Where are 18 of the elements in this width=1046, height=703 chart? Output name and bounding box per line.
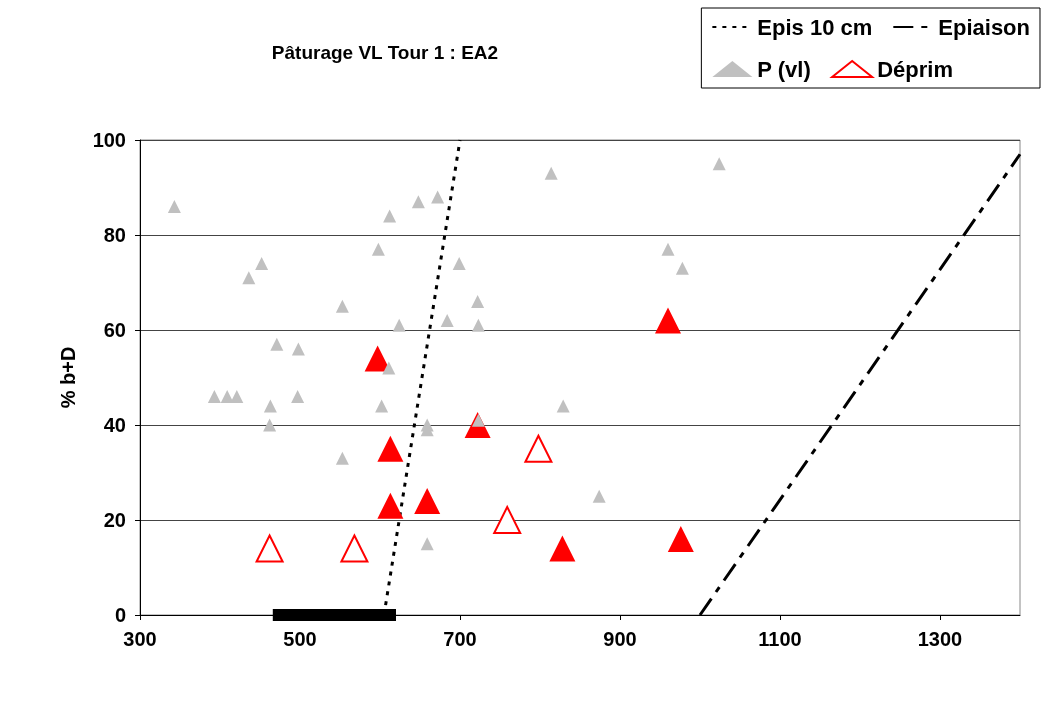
x-tick-label: 500	[283, 628, 317, 650]
y-tick-label: 100	[92, 129, 126, 151]
y-tick-label: 60	[103, 319, 126, 341]
x-tick-label: 1300	[917, 628, 963, 650]
y-axis-title: % b+D	[57, 346, 79, 409]
y-tick-label: 0	[114, 604, 126, 626]
y-tick-label: 40	[103, 414, 126, 436]
x-tick-label: 700	[443, 628, 477, 650]
y-tick-label: 80	[103, 224, 126, 246]
legend-label: Epis 10 cm	[757, 14, 873, 40]
legend-label: Déprim	[877, 56, 953, 82]
legend-label: Epiaison	[938, 14, 1030, 40]
legend-label: P (vl)	[757, 56, 811, 82]
y-tick-label: 20	[103, 509, 126, 531]
x-tick-label: 1100	[758, 628, 802, 650]
chart-title: Pâturage VL Tour 1 : EA2	[271, 42, 499, 63]
x-tick-label: 300	[123, 628, 157, 650]
x-tick-label: 900	[603, 628, 637, 650]
